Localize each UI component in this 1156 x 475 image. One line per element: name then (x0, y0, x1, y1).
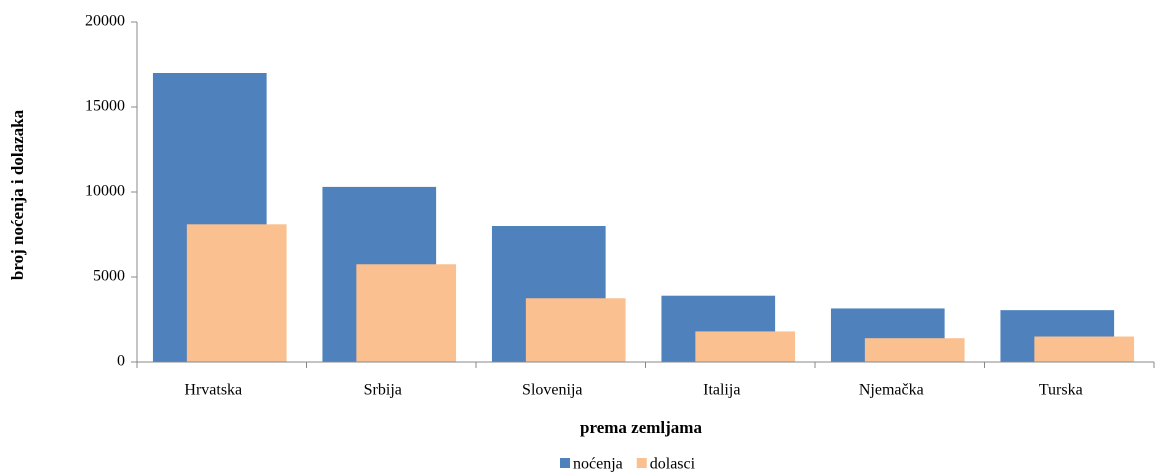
y-tick-label: 5000 (93, 268, 125, 285)
x-tick-label: Italija (703, 382, 740, 399)
x-tick-label: Njemačka (859, 382, 924, 399)
legend-label: dolasci (650, 456, 696, 473)
bar (695, 331, 796, 362)
y-tick-label: 15000 (85, 98, 125, 115)
legend-label: noćenja (573, 456, 623, 473)
x-tick-label: Turska (1039, 382, 1083, 399)
bar (186, 224, 287, 362)
x-tick-label: Slovenija (522, 382, 582, 399)
bar (525, 298, 626, 362)
x-axis-title: prema zemljama (580, 418, 702, 437)
legend-swatch (560, 458, 570, 468)
x-tick-label: Srbija (364, 382, 402, 399)
y-tick-label: 0 (117, 353, 125, 370)
bar (1034, 336, 1135, 362)
bar (864, 338, 965, 362)
x-tick-label: Hrvatska (184, 382, 242, 399)
bar (356, 264, 457, 362)
legend-swatch (636, 458, 647, 468)
y-tick-label: 10000 (85, 183, 125, 200)
y-axis-title: broj noćenja i dolazaka (8, 109, 27, 280)
y-tick-label: 20000 (85, 13, 125, 30)
